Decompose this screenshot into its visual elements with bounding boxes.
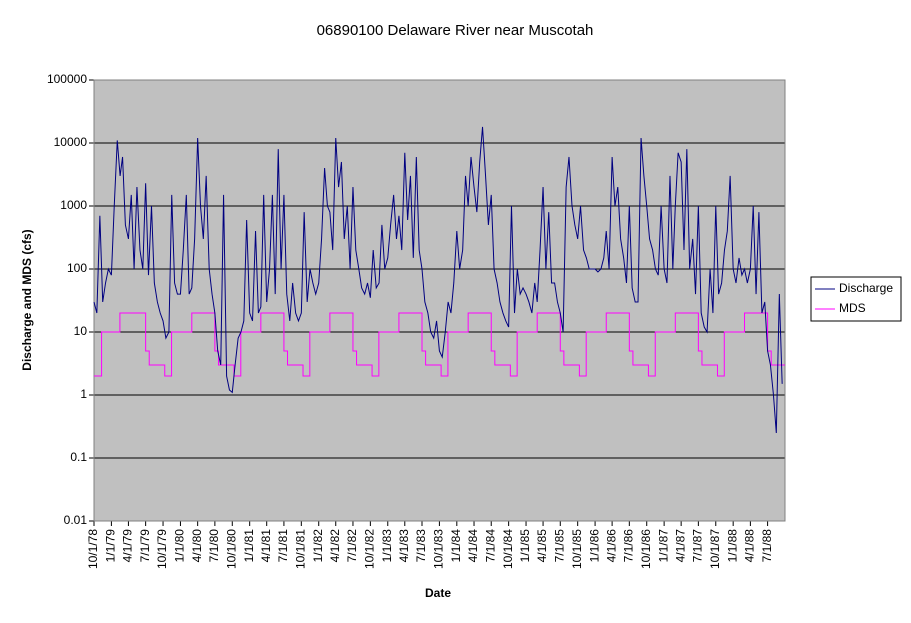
- x-tick-label: 1/1/82: [311, 529, 325, 563]
- x-tick-label: 7/1/87: [691, 529, 705, 563]
- x-tick-label: 10/1/84: [501, 529, 515, 569]
- legend-label: Discharge: [839, 281, 893, 295]
- y-tick-label: 1: [80, 387, 87, 401]
- x-tick-label: 1/1/80: [173, 529, 187, 563]
- x-tick-label: 7/1/79: [138, 529, 152, 563]
- x-tick-label: 10/1/81: [293, 529, 307, 569]
- plot-border: [93, 79, 786, 522]
- chart-title: 06890100 Delaware River near Muscotah: [317, 22, 594, 39]
- x-tick-label: 10/1/79: [155, 529, 169, 569]
- y-tick-label: 0.1: [70, 450, 87, 464]
- legend-box: [810, 276, 902, 322]
- x-tick-label: 4/1/84: [466, 529, 480, 563]
- x-tick-label: 4/1/83: [397, 529, 411, 563]
- x-tick-label: 1/1/87: [656, 529, 670, 563]
- x-tick-label: 7/1/81: [276, 529, 290, 563]
- x-tick-label: 1/1/86: [587, 529, 601, 563]
- x-tick-label: 7/1/80: [207, 529, 221, 563]
- x-tick-label: 4/1/87: [673, 529, 687, 563]
- x-tick-label: 1/1/79: [104, 529, 118, 563]
- x-tick-label: 10/1/82: [363, 529, 377, 569]
- x-tick-label: 1/1/88: [725, 529, 739, 563]
- y-axis-title: Discharge and MDS (cfs): [20, 229, 34, 370]
- x-tick-label: 4/1/82: [328, 529, 342, 563]
- y-tick-label: 10000: [54, 135, 88, 149]
- x-tick-label: 1/1/83: [380, 529, 394, 563]
- x-tick-label: 10/1/78: [86, 529, 100, 569]
- x-tick-label: 10/1/86: [639, 529, 653, 569]
- x-tick-label: 7/1/82: [345, 529, 359, 563]
- x-tick-label: 7/1/84: [483, 529, 497, 563]
- x-tick-label: 1/1/85: [518, 529, 532, 563]
- x-tick-label: 10/1/80: [224, 529, 238, 569]
- y-tick-label: 100: [67, 261, 87, 275]
- x-tick-label: 10/1/87: [708, 529, 722, 569]
- series-line: [94, 312, 785, 377]
- plot-area: [94, 80, 785, 521]
- x-tick-label: 1/1/84: [449, 529, 463, 563]
- y-tick-label: 100000: [47, 72, 87, 86]
- x-tick-label: 1/1/81: [242, 529, 256, 563]
- series-line: [93, 126, 783, 433]
- legend-label: MDS: [839, 301, 866, 315]
- y-tick-label: 10: [74, 324, 88, 338]
- x-tick-label: 10/1/83: [432, 529, 446, 569]
- y-tick-label: 0.01: [64, 513, 88, 527]
- y-tick-label: 1000: [60, 198, 87, 212]
- x-tick-label: 7/1/88: [760, 529, 774, 563]
- x-tick-label: 7/1/83: [414, 529, 428, 563]
- x-axis-title: Date: [425, 586, 451, 600]
- x-tick-label: 4/1/81: [259, 529, 273, 563]
- x-tick-label: 7/1/86: [621, 529, 635, 563]
- x-tick-label: 10/1/85: [570, 529, 584, 569]
- x-tick-label: 4/1/86: [604, 529, 618, 563]
- x-tick-label: 4/1/80: [190, 529, 204, 563]
- x-tick-label: 4/1/88: [743, 529, 757, 563]
- x-tick-label: 4/1/79: [121, 529, 135, 563]
- x-tick-label: 7/1/85: [552, 529, 566, 563]
- x-tick-label: 4/1/85: [535, 529, 549, 563]
